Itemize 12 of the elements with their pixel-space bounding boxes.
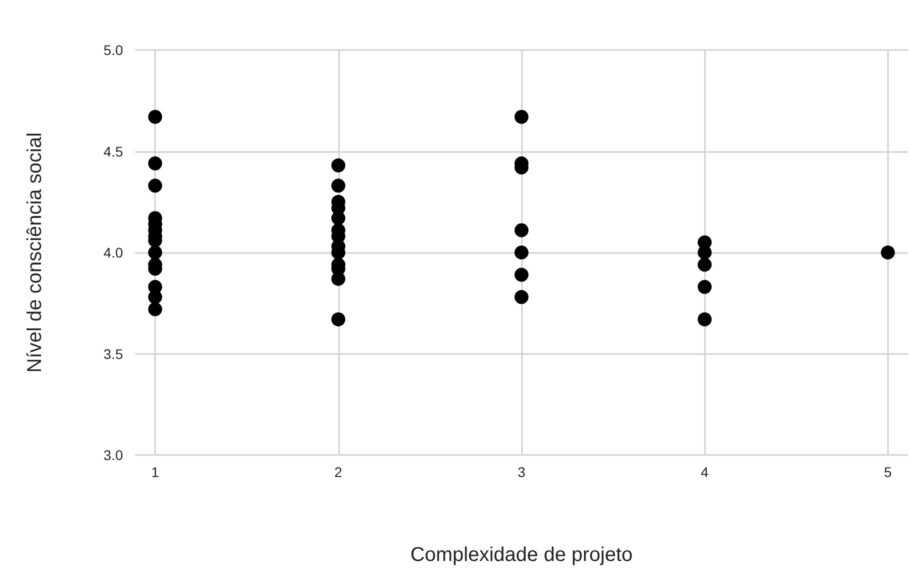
y-tick-label: 3.5 (104, 346, 124, 362)
x-tick-label: 3 (518, 464, 526, 480)
y-tick-label: 3.0 (104, 447, 124, 463)
x-axis-title: Complexidade de projeto (410, 544, 633, 566)
y-axis-title: Nível de consciência social (24, 132, 46, 373)
x-tick-label: 4 (700, 464, 709, 480)
y-tick-label: 4.5 (104, 143, 124, 160)
y-tick-label: 5.0 (104, 42, 124, 58)
x-tick-label: 1 (151, 464, 160, 480)
y-tick-label: 4.0 (104, 244, 124, 260)
x-tick-label: 2 (334, 464, 342, 480)
x-tick-label: 5 (884, 464, 892, 480)
